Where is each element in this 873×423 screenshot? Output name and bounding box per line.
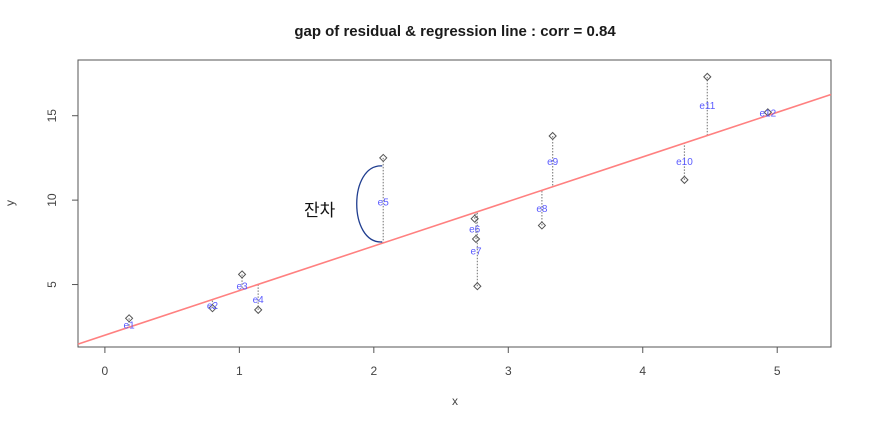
x-tick-label: 5 — [774, 364, 781, 378]
chart-title: gap of residual & regression line : corr… — [294, 23, 616, 40]
residual-label: e11 — [699, 101, 715, 112]
observed-point — [548, 131, 557, 141]
observed-point — [537, 221, 547, 230]
x-tick-label: 4 — [639, 364, 646, 378]
residual-label: e5 — [378, 197, 390, 208]
x-axis-title: x — [452, 394, 458, 408]
residual-label: e12 — [759, 109, 776, 120]
residual-label: e8 — [536, 204, 548, 215]
y-tick-label: 10 — [45, 193, 59, 207]
residual-bracket — [356, 165, 383, 243]
residual-label: e2 — [207, 301, 219, 312]
x-tick-label: 3 — [505, 364, 512, 378]
residual-label: e3 — [236, 282, 248, 293]
observed-point — [379, 153, 388, 163]
axes-layer: 0 1 2 3 4 5 5 10 15 — [45, 109, 781, 378]
regression-line-layer — [77, 93, 832, 345]
x-tick-label: 1 — [236, 364, 243, 378]
residual-label: e7 — [470, 246, 482, 257]
observed-point — [763, 108, 773, 117]
residual-label: e6 — [469, 224, 481, 235]
observed-point — [680, 175, 689, 185]
observed-point — [473, 282, 482, 291]
observed-point — [253, 305, 263, 315]
residual-label: e1 — [124, 321, 136, 332]
observed-point — [703, 72, 712, 82]
regression-line — [77, 93, 832, 345]
x-tick-label: 0 — [102, 364, 109, 378]
residual-label: e9 — [547, 157, 559, 168]
residual-label: e10 — [676, 157, 693, 168]
residual-labels-layer: e1 e2 e3 e4 e5 e6 e7 e8 e9 e10 e11 e12 — [124, 101, 777, 331]
y-axis-title: y — [3, 200, 17, 206]
residual-label: e4 — [253, 295, 265, 306]
residual-annotation-label: 잔차 — [304, 201, 336, 221]
observed-points-layer — [124, 72, 773, 323]
observed-point — [208, 303, 217, 313]
y-tick-label: 15 — [45, 109, 59, 123]
observed-point — [470, 214, 479, 223]
y-tick-label: 5 — [45, 281, 59, 288]
observed-point — [124, 314, 134, 323]
plot-frame — [77, 59, 832, 348]
observed-point — [471, 234, 481, 244]
residual-annotation: 잔차 — [304, 165, 383, 243]
residual-lines-layer — [128, 76, 769, 328]
observed-point — [237, 270, 247, 279]
x-tick-label: 2 — [370, 364, 377, 378]
